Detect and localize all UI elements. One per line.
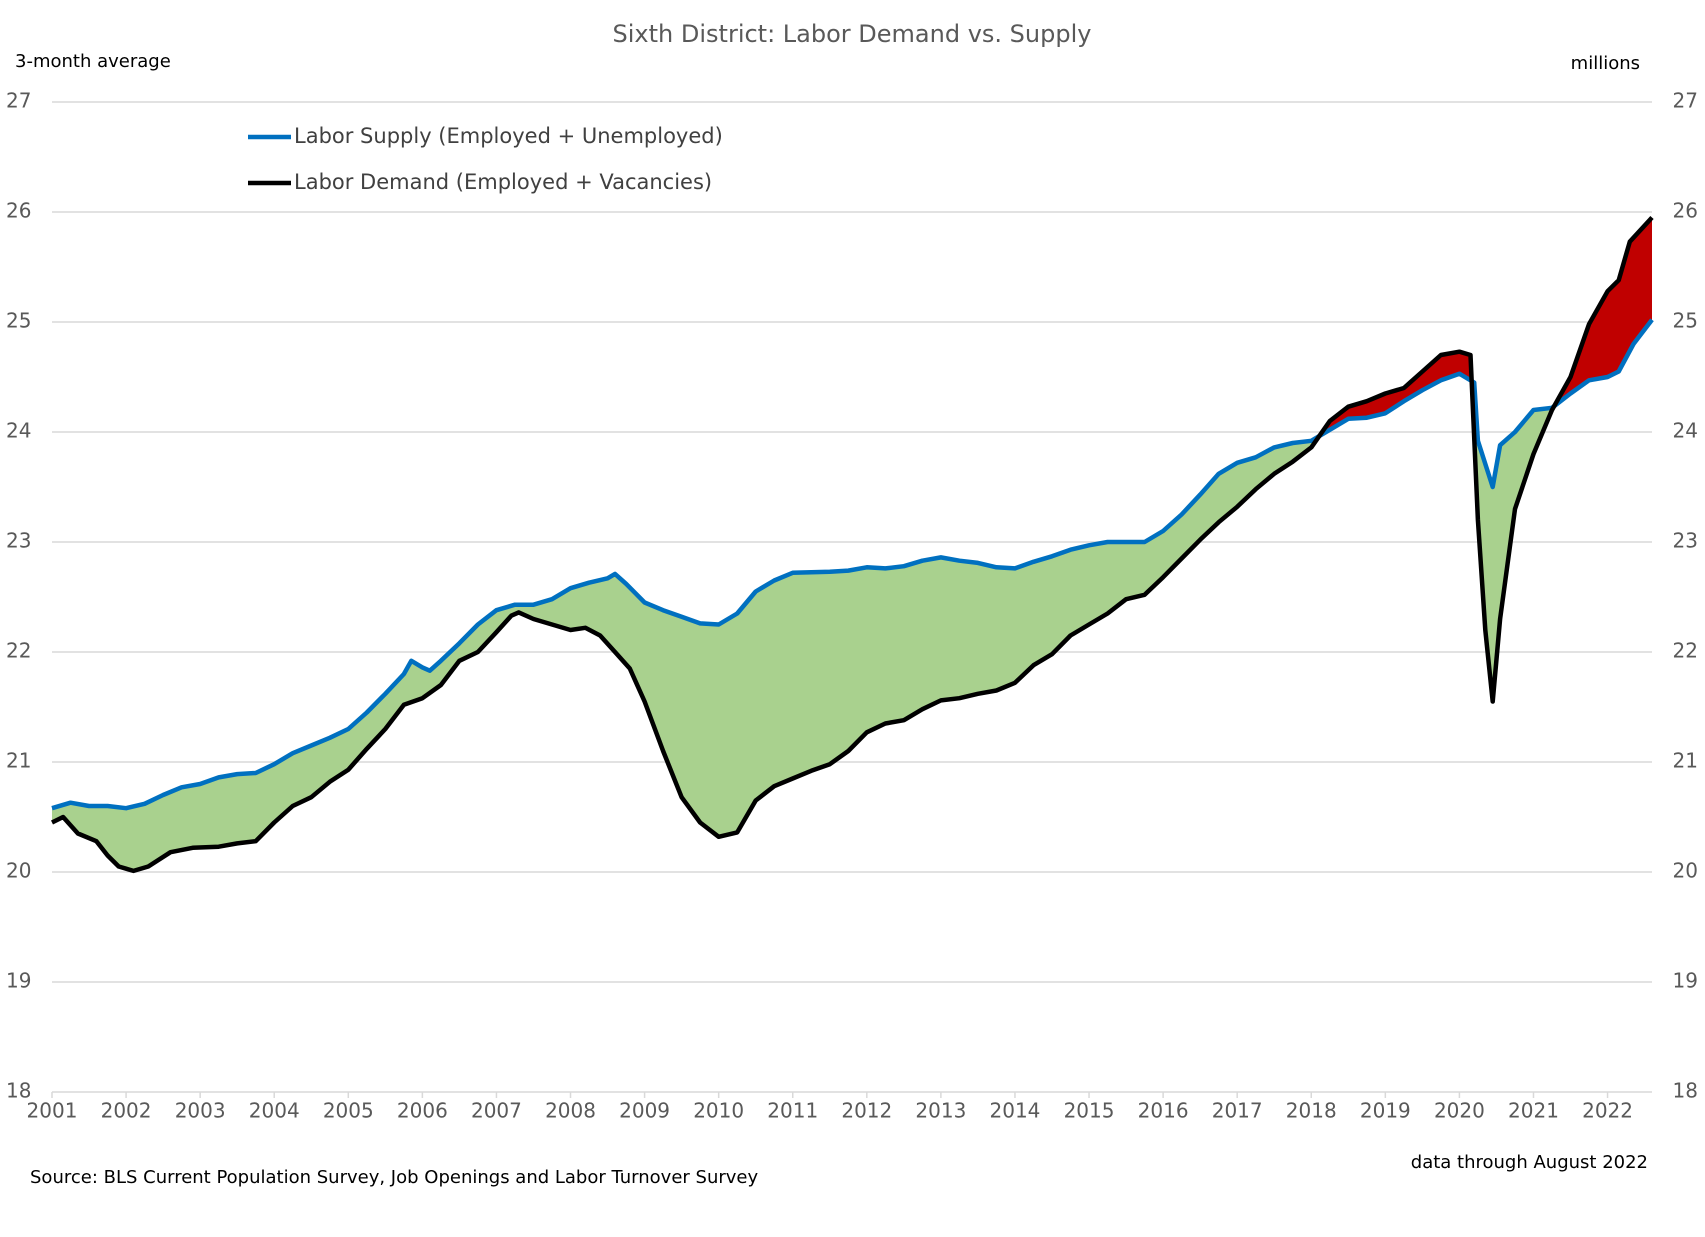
x-tick-label: 2002 xyxy=(101,1099,152,1123)
x-tick-label: 2021 xyxy=(1508,1099,1559,1123)
y-tick-label: 20 xyxy=(6,859,31,883)
x-tick-label: 2009 xyxy=(619,1099,670,1123)
x-tick-label: 2001 xyxy=(27,1099,78,1123)
x-tick-label: 2008 xyxy=(545,1099,596,1123)
y2-tick-label: 23 xyxy=(1673,529,1698,553)
annotation: data through August 2022 xyxy=(1411,1152,1648,1173)
y2-tick-label: 27 xyxy=(1673,89,1698,113)
legend-label: Labor Supply (Employed + Unemployed) xyxy=(294,124,723,148)
y-axis-label: 3-month average xyxy=(15,51,171,72)
y2-tick-label: 25 xyxy=(1673,309,1698,333)
y2-tick-label: 18 xyxy=(1673,1079,1698,1103)
series-line xyxy=(51,215,1654,874)
gap-area-surplus xyxy=(52,319,1652,871)
x-tick-label: 2003 xyxy=(175,1099,226,1123)
y2-tick-label: 20 xyxy=(1673,859,1698,883)
x-tick-label: 2010 xyxy=(693,1099,744,1123)
y2-tick-label: 26 xyxy=(1673,199,1698,223)
x-tick-label: 2007 xyxy=(471,1099,522,1123)
x-tick-label: 2017 xyxy=(1212,1099,1263,1123)
x-tick-label: 2006 xyxy=(397,1099,448,1123)
x-tick-label: 2012 xyxy=(841,1099,892,1123)
y-tick-label: 27 xyxy=(6,89,31,113)
y-tick-label: 23 xyxy=(6,529,31,553)
series-line xyxy=(51,318,1654,811)
y2-tick-label: 21 xyxy=(1673,749,1698,773)
legend-label: Labor Demand (Employed + Vacancies) xyxy=(294,170,712,194)
x-tick-label: 2005 xyxy=(323,1099,374,1123)
y-tick-label: 18 xyxy=(6,1079,31,1103)
x-tick-label: 2018 xyxy=(1286,1099,1337,1123)
x-tick-label: 2011 xyxy=(767,1099,818,1123)
y2-tick-label: 24 xyxy=(1673,419,1698,443)
y2-axis-label: millions xyxy=(1571,53,1640,74)
y-tick-label: 22 xyxy=(6,639,31,663)
y2-tick-label: 19 xyxy=(1673,969,1698,993)
x-tick-label: 2022 xyxy=(1582,1099,1633,1123)
chart-title: Sixth District: Labor Demand vs. Supply xyxy=(613,20,1092,48)
source: Source: BLS Current Population Survey, J… xyxy=(30,1167,758,1188)
y-tick-label: 26 xyxy=(6,199,31,223)
x-tick-label: 2004 xyxy=(249,1099,300,1123)
y2-tick-label: 22 xyxy=(1673,639,1698,663)
y-tick-label: 24 xyxy=(6,419,31,443)
y-tick-label: 25 xyxy=(6,309,31,333)
x-tick-label: 2020 xyxy=(1434,1099,1485,1123)
x-tick-label: 2015 xyxy=(1064,1099,1115,1123)
x-tick-label: 2016 xyxy=(1138,1099,1189,1123)
y-tick-label: 21 xyxy=(6,749,31,773)
y-tick-label: 19 xyxy=(6,969,31,993)
x-tick-label: 2013 xyxy=(915,1099,966,1123)
x-tick-label: 2019 xyxy=(1360,1099,1411,1123)
x-tick-label: 2014 xyxy=(990,1099,1041,1123)
